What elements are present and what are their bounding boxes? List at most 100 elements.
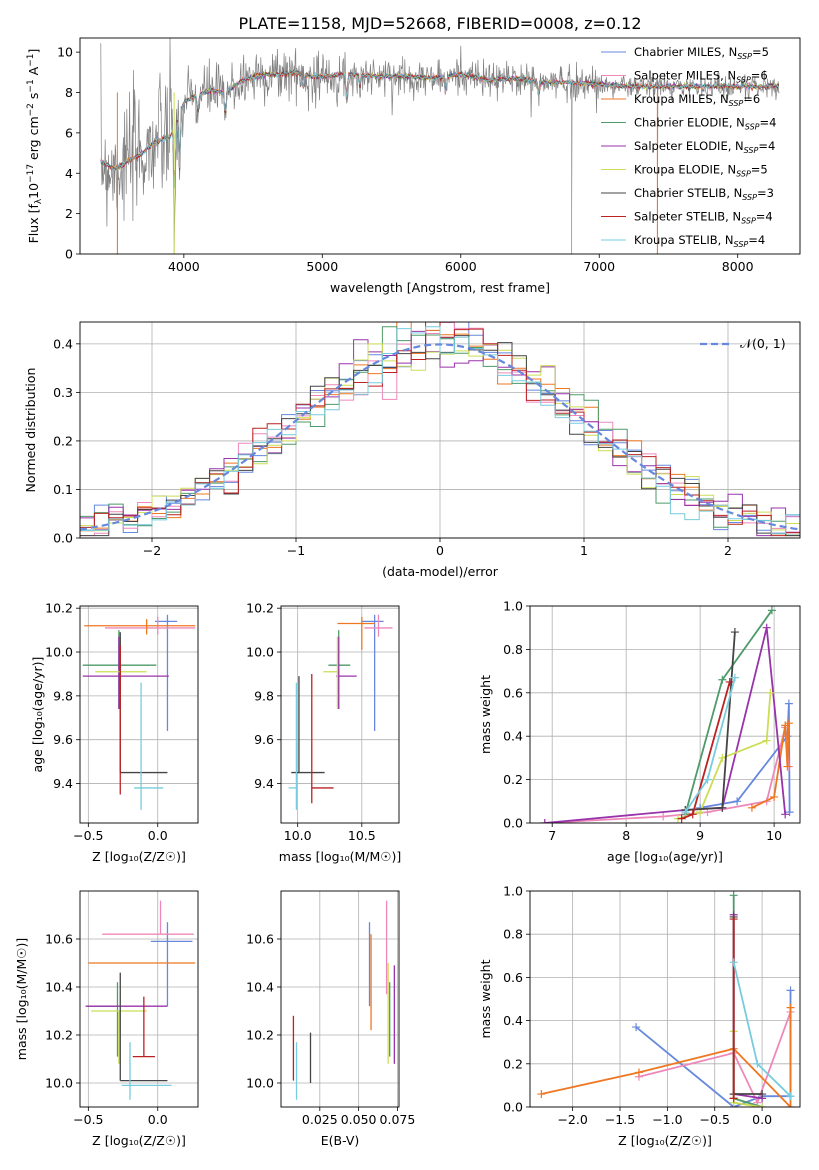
y-tick-label: 10.2 [246,601,274,616]
weight-point-marker [634,1068,643,1077]
legend-label-tail: =6 [751,69,768,83]
legend-label-sub: SSP [742,193,757,202]
x-axis-label: (data-model)/error [382,564,499,579]
y-tick-label: 10.6 [246,932,274,947]
weight-point-marker [681,808,690,817]
weight-point-marker [729,958,738,967]
y-tick-label: 9.6 [53,732,73,747]
weight-vs-metallicity-panel: −2.0 −1.5 −1.0 −0.5 0.0 0.0 0.2 0.4 0.6 0.8 1.0 Z [… [478,884,801,1148]
weight-line [732,914,763,1100]
weight-point-marker [781,810,790,819]
weight-point-marker [783,762,792,771]
y-tick-label: 10.2 [45,601,73,616]
x-tick-label: −0.5 [73,1112,103,1127]
weight-line [635,990,792,1107]
age-vs-mass-panel: 10.0 10.5 9.4 9.6 9.8 10.0 10.2 mass [log₁₀(M/M… [246,601,401,864]
x-tick-label: 7 [548,828,556,843]
spectrum-panel: 4000 5000 6000 7000 8000 0 2 4 6 8 10 wavelength [A… [26,37,801,295]
weight-point-marker [785,808,794,817]
weight-point-marker [659,812,668,821]
weight-point-marker [677,814,686,823]
x-axis-label: wavelength [Angstrom, rest frame] [330,280,550,295]
legend-label-main: Chabrier MILES, N [634,45,737,59]
x-tick-label: −2 [143,543,161,558]
weight-point-marker [729,891,738,900]
y-tick-label: 10.0 [45,645,73,660]
x-tick-label: 7000 [583,259,615,274]
weight-point-marker [762,623,771,632]
y-tick-label: 0.0 [503,816,523,831]
x-tick-label: −1 [287,543,305,558]
weight-point-marker [770,792,779,801]
y-axis-label-part: λ [34,198,44,204]
y-tick-label: 10.4 [246,980,274,995]
residuals-panel: −2 −1 0 1 2 0.0 0.1 0.2 0.3 0.4 (data-model)/error… [23,321,801,579]
legend-label-sub: SSP [734,240,749,249]
y-tick-label: 0.0 [503,1100,523,1115]
y-axis-label-part: −1 [26,54,36,67]
y-tick-label: 0.4 [503,1013,523,1028]
x-axis-label: age [log₁₀(age/yr)] [607,849,723,864]
weight-point-marker [729,1094,738,1103]
y-tick-label: 0.4 [53,336,73,351]
legend-label-sub: SSP [737,52,752,61]
x-tick-label: 9 [696,828,704,843]
y-axis-label: Normed distribution [23,368,38,493]
legend-label: Kroupa STELIB, NSSP=4 [634,233,765,249]
weight-point-marker [762,736,771,745]
legend-label-main: Chabrier ELODIE, N [634,116,745,130]
y-axis-label: mass weight [478,675,493,754]
age-vs-metallicity-panel: −0.5 0.0 9.4 9.6 9.8 10.0 10.2 Z [log₁₀(Z/Z☉)] a… [30,601,199,864]
legend-label-sub: SSP [741,217,756,226]
y-tick-label: 9.6 [254,732,274,747]
y-tick-label: 9.8 [53,688,73,703]
y-tick-label: 10.0 [45,1076,73,1091]
legend-label: Salpeter MILES, NSSP=6 [634,69,768,85]
legend-label: Chabrier ELODIE, NSSP=4 [634,116,776,132]
weight-point-marker [758,1103,767,1107]
x-tick-label: 0.0 [148,828,168,843]
weight-point-marker [786,1003,795,1012]
legend-label-tail: =6 [743,92,760,106]
weight-point-marker [632,1023,641,1032]
x-tick-label: −2.0 [557,1112,587,1127]
weight-point-marker [758,1090,767,1099]
y-tick-label: 0.2 [503,1056,523,1071]
legend-label-main: Chabrier STELIB, N [634,186,742,200]
weight-point-marker [725,677,734,686]
weight-line [638,1011,792,1106]
x-tick-label: 0.0 [148,1112,168,1127]
x-tick-label: 1 [580,543,588,558]
legend-label-main: Salpeter MILES, N [634,69,736,83]
weight-point-marker [688,810,697,819]
y-tick-label: 4 [65,166,73,181]
weight-point-marker [753,1059,762,1068]
x-axis-label: Z [log₁₀(Z/Z☉)] [92,1133,186,1148]
y-tick-label: 10 [57,45,73,60]
x-tick-label: 10.5 [348,828,376,843]
y-axis-label-part: s [26,93,41,104]
legend-label-sub: SSP [745,123,760,132]
axes-frame [280,605,400,824]
y-tick-label: 10.2 [246,1028,274,1043]
y-tick-label: 0.8 [503,642,523,657]
axes-frame [529,605,801,824]
weight-line [544,627,787,823]
x-axis-label: Z [log₁₀(Z/Z☉)] [92,849,186,864]
legend-label-tail: =4 [756,210,773,224]
legend-label-sub: SSP [736,170,751,179]
legend-label: Kroupa MILES, NSSP=6 [634,92,760,108]
weight-point-marker [718,675,727,684]
x-tick-label: −1.0 [652,1112,682,1127]
legend-label-main: Salpeter STELIB, N [634,210,741,224]
y-axis-label-part: Flux [f [26,204,41,244]
x-tick-label: 10.0 [284,828,312,843]
weight-point-marker [537,1090,546,1099]
y-axis-label-part: −17 [26,164,36,183]
weight-line [732,895,763,1107]
x-tick-label: 0.050 [341,1112,377,1127]
y-tick-label: 10.0 [246,1076,274,1091]
y-tick-label: 9.4 [53,776,73,791]
x-tick-label: 2 [724,543,732,558]
